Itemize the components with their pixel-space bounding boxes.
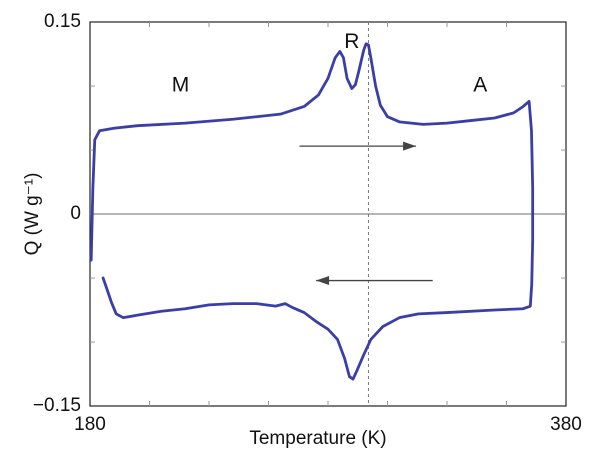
x-tick-label: 380 bbox=[550, 414, 582, 435]
y-tick-label: 0 bbox=[70, 203, 81, 224]
heating-arrow bbox=[299, 141, 417, 151]
arrow-head bbox=[316, 276, 330, 286]
phase-label-a: A bbox=[473, 74, 487, 97]
y-tick-label: 0.15 bbox=[44, 11, 81, 32]
cooling-arrow bbox=[316, 276, 433, 286]
x-tick-label: 180 bbox=[74, 414, 106, 435]
y-tick-label: −0.15 bbox=[33, 395, 81, 416]
x-axis-label: Temperature (K) bbox=[249, 428, 386, 449]
phase-label-r: R bbox=[344, 30, 359, 53]
phase-label-m: M bbox=[172, 74, 190, 97]
heat-flow-curve bbox=[89, 42, 535, 381]
y-axis-label: Q (W g⁻¹) bbox=[22, 173, 43, 256]
arrow-head bbox=[403, 141, 417, 151]
